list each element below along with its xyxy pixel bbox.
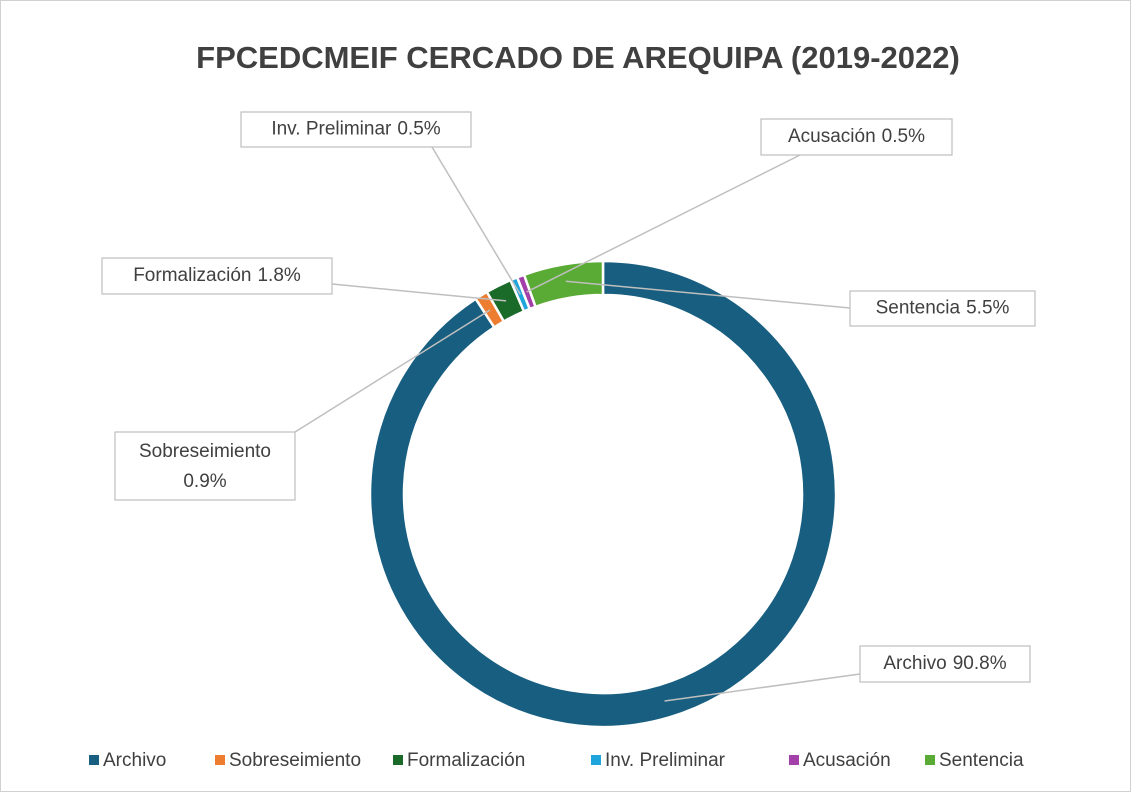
legend-label: Formalización	[407, 750, 525, 771]
label-box	[760, 118, 953, 156]
leader-line	[565, 280, 851, 309]
data-label: Sobreseimiento 0.9%	[139, 441, 271, 492]
data-label: Formalización 1.8%	[133, 265, 301, 286]
label-box	[101, 257, 333, 295]
legend-swatch	[393, 755, 403, 765]
leader-line	[331, 283, 507, 302]
data-label-value: 0.9%	[183, 471, 226, 492]
data-label-name: Sobreseimiento	[139, 441, 271, 462]
data-label-value: 0.5%	[882, 126, 925, 147]
data-label: Acusación 0.5%	[788, 126, 925, 147]
legend-label: Sobreseimiento	[229, 750, 361, 771]
legend-label: Archivo	[103, 750, 166, 771]
data-label-name: Acusación	[788, 126, 876, 147]
legend-label: Sentencia	[939, 750, 1024, 771]
label-box	[114, 431, 296, 501]
label-box	[849, 290, 1036, 327]
data-label-name: Formalización	[133, 265, 251, 286]
data-label-name: Archivo	[883, 653, 946, 674]
leader-line	[664, 673, 861, 702]
donut-slice	[368, 259, 838, 729]
data-label-value: 0.5%	[397, 119, 440, 140]
legend-label: Acusación	[803, 750, 891, 771]
donut-slice	[522, 259, 605, 309]
leader-line	[294, 309, 491, 433]
label-box	[240, 111, 472, 148]
label-box	[859, 645, 1031, 683]
data-label-value: 1.8%	[257, 265, 300, 286]
data-label-value: 90.8%	[953, 653, 1007, 674]
leader-line	[431, 146, 521, 295]
data-label: Archivo 90.8%	[883, 653, 1006, 674]
data-label-value: 5.5%	[966, 298, 1009, 319]
data-label: Sentencia 5.5%	[876, 298, 1010, 319]
legend-swatch	[89, 755, 99, 765]
legend-swatch	[215, 755, 225, 765]
legend-swatch	[591, 755, 601, 765]
chart-title: FPCEDCMEIF CERCADO DE AREQUIPA (2019-202…	[196, 40, 960, 75]
leader-line	[526, 154, 801, 293]
legend-label: Inv. Preliminar	[605, 750, 726, 771]
data-label: Inv. Preliminar 0.5%	[271, 119, 440, 140]
legend-swatch	[925, 755, 935, 765]
legend-swatch	[789, 755, 799, 765]
data-label-name: Sentencia	[876, 298, 961, 319]
data-label-name: Inv. Preliminar	[271, 119, 392, 140]
